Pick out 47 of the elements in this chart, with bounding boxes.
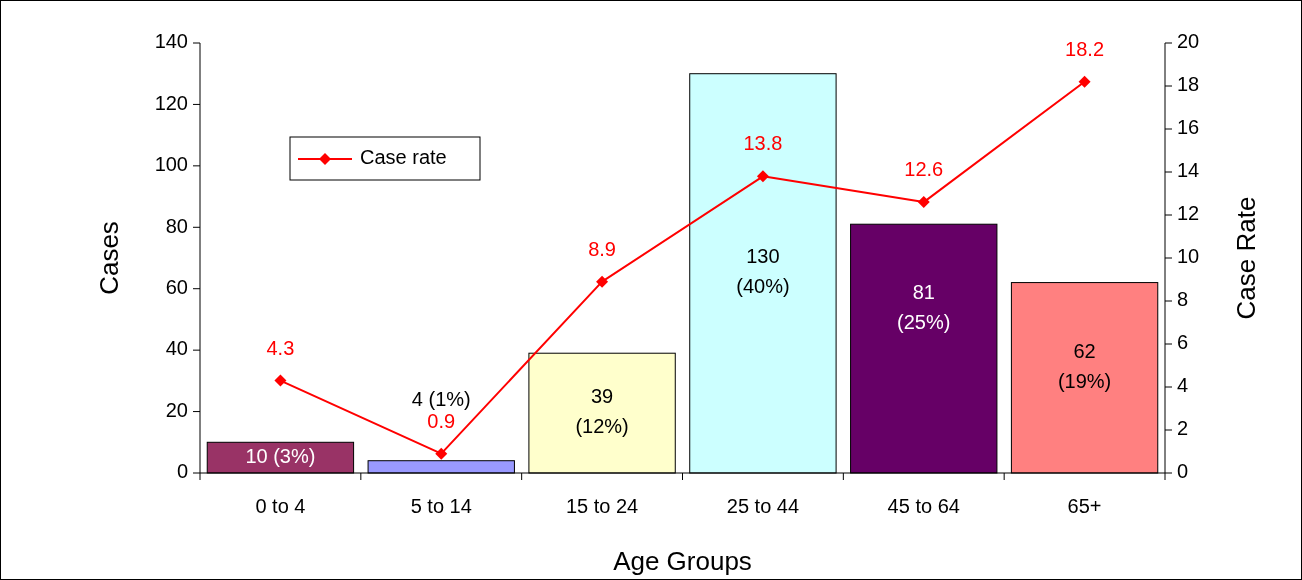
point: [435, 447, 448, 460]
data-label: 10 (3%): [245, 444, 316, 467]
y2-tick-label: 0: [1177, 460, 1189, 483]
y-tick-label: 100: [154, 153, 188, 176]
x-tick-label: 65+: [1067, 495, 1102, 517]
y2-tick-label: 14: [1177, 159, 1200, 182]
point: [1078, 75, 1091, 88]
y-tick-label: 40: [165, 337, 188, 360]
y-tick-label: 140: [154, 30, 188, 53]
data-label: 4.3: [266, 336, 295, 359]
y2-tick-label: 18: [1177, 73, 1200, 96]
point: [274, 374, 287, 387]
x-tick-label: 45 to 64: [887, 495, 960, 517]
data-label: 12.6: [904, 158, 944, 181]
y-tick-label: 80: [165, 214, 188, 237]
y-tick-label: 120: [154, 91, 188, 114]
legend-label: Case rate: [360, 146, 447, 169]
point: [596, 275, 609, 288]
y2-tick-label: 4: [1177, 374, 1189, 397]
y2-tick-label: 8: [1177, 288, 1189, 311]
y2-tick-label: 10: [1177, 245, 1200, 268]
data-label: 4 (1%): [411, 388, 471, 410]
x-tick-label: 5 to 14: [410, 495, 472, 517]
point: [917, 196, 930, 209]
y2-tick-label: 16: [1177, 116, 1200, 139]
data-label: 81 (25%): [897, 281, 951, 334]
data-label: 8.9: [588, 237, 616, 260]
point: [756, 170, 769, 183]
data-label: 62 (19%): [1057, 339, 1112, 392]
y2-tick-label: 20: [1177, 30, 1200, 53]
data-label: 13.8: [743, 132, 783, 155]
x-axis-title: Age Groups: [613, 546, 752, 576]
y2-axis-title: Case Rate: [1231, 196, 1261, 320]
x-tick-label: 15 to 24: [565, 495, 639, 517]
y-axis-title: Cases: [94, 221, 124, 295]
y2-tick-label: 6: [1177, 331, 1189, 354]
data-label: 39 (12%): [575, 385, 629, 438]
y2-tick-label: 2: [1177, 417, 1189, 440]
y-tick-label: 0: [176, 460, 188, 483]
x-tick-label: 0 to 4: [255, 495, 306, 517]
x-tick-label: 25 to 44: [726, 495, 800, 517]
data-label: 18.2: [1065, 37, 1105, 60]
y-tick-label: 20: [165, 398, 188, 421]
y-tick-label: 60: [165, 276, 188, 298]
data-label: 0.9: [427, 409, 456, 432]
y2-tick-label: 12: [1177, 202, 1200, 225]
data-label: 130 (40%): [736, 245, 790, 298]
